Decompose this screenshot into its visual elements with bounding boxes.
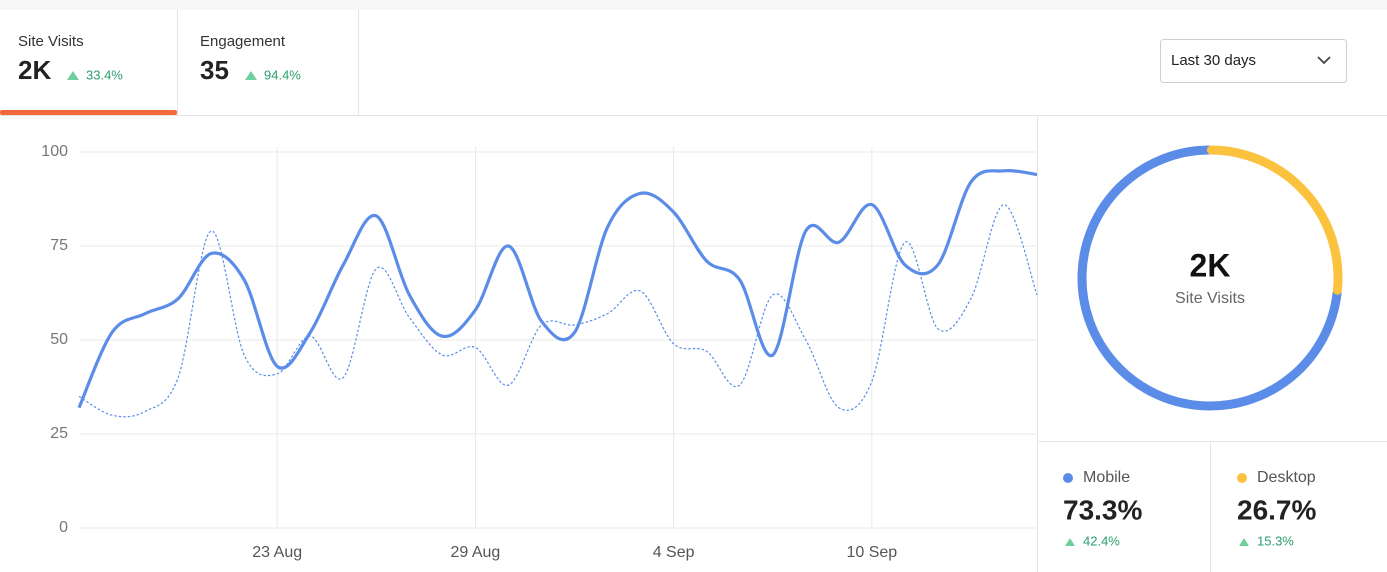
tab[interactable]: Site Visits 2K 33.4% — [18, 33, 123, 85]
legend-value: 73.3% — [1063, 494, 1142, 525]
dropdown-box — [1160, 39, 1347, 83]
x-tick-label: 29 Aug — [450, 544, 500, 561]
up-arrow — [245, 71, 257, 80]
tab-value: 35 — [200, 55, 229, 85]
chevron — [1317, 56, 1331, 65]
tab[interactable]: Engagement 35 94.4% — [200, 33, 301, 85]
dropdown-label: Last 30 days — [1171, 52, 1256, 69]
up-arrow — [67, 71, 79, 80]
donut-segment — [1206, 145, 1343, 295]
legend-change: 42.4% — [1083, 533, 1120, 548]
y-tick-label: 0 — [59, 519, 68, 536]
series-line — [77, 168, 1038, 409]
legend-dot — [1237, 473, 1247, 483]
tab-label: Site Visits — [18, 33, 84, 50]
tab-change: 94.4% — [264, 67, 301, 82]
y-tick-label: 25 — [50, 425, 68, 442]
tab-value: 2K — [18, 55, 51, 85]
up-arrow — [1239, 538, 1249, 546]
tab-label: Engagement — [200, 33, 286, 50]
donut-segment — [1077, 145, 1342, 411]
x-tick-label: 23 Aug — [252, 544, 302, 561]
legend-item: Desktop 26.7% 15.3% — [1237, 469, 1316, 548]
y-tick-label: 50 — [50, 331, 68, 348]
series-line — [78, 204, 1038, 418]
y-tick-label: 75 — [50, 237, 68, 254]
up-arrow — [1065, 538, 1075, 546]
legend-change: 15.3% — [1257, 533, 1294, 548]
x-tick-label: 10 Sep — [846, 544, 897, 561]
top-strip — [0, 0, 1387, 10]
legend-label: Mobile — [1083, 469, 1130, 486]
x-tick-label: 4 Sep — [653, 544, 695, 561]
legend-dot — [1063, 473, 1073, 483]
legend-item: Mobile 73.3% 42.4% — [1063, 469, 1142, 548]
tab-change: 33.4% — [86, 67, 123, 82]
date-range-dropdown[interactable]: Last 30 days — [1160, 39, 1347, 83]
donut-center-value: 2K — [1190, 247, 1231, 283]
legend-label: Desktop — [1257, 469, 1316, 486]
active-tab-indicator — [0, 110, 177, 115]
legend-value: 26.7% — [1237, 494, 1316, 525]
y-tick-label: 100 — [41, 143, 68, 160]
donut-center-label: Site Visits — [1175, 290, 1245, 307]
